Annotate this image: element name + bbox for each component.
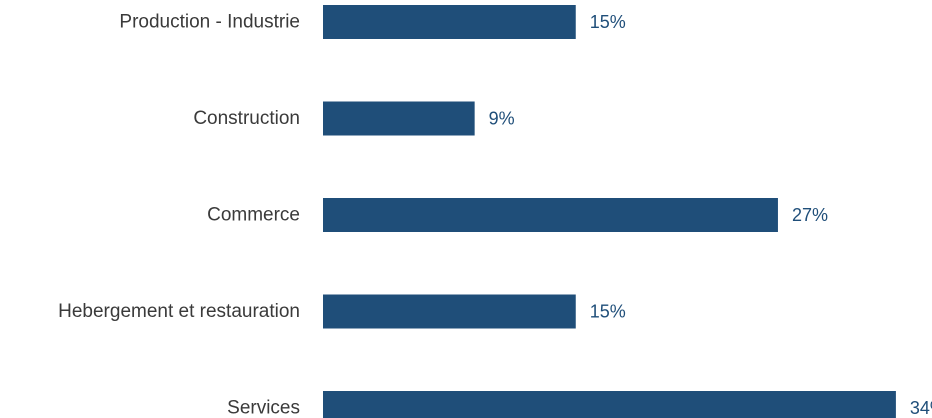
value-label-3: 15%: [590, 302, 626, 322]
value-label-1: 9%: [489, 109, 515, 129]
category-label-2: Commerce: [207, 205, 300, 226]
bar-4: [323, 391, 896, 418]
category-label-4: Services: [227, 398, 300, 418]
value-labels-layer: 15% 9% 27% 15% 34%: [489, 12, 932, 418]
bars-layer: [323, 5, 896, 418]
category-label-3: Hebergement et restauration: [58, 301, 300, 322]
category-label-1: Construction: [193, 108, 300, 129]
value-label-0: 15%: [590, 12, 626, 32]
bar-3: [323, 294, 576, 329]
value-label-2: 27%: [792, 205, 828, 225]
category-label-0: Production - Industrie: [119, 12, 300, 33]
category-labels-layer: Production - Industrie Construction Commer…: [58, 12, 300, 418]
bar-2: [323, 198, 778, 232]
bar-0: [323, 5, 576, 39]
value-label-4: 34%: [910, 398, 932, 418]
bar-1: [323, 101, 475, 136]
